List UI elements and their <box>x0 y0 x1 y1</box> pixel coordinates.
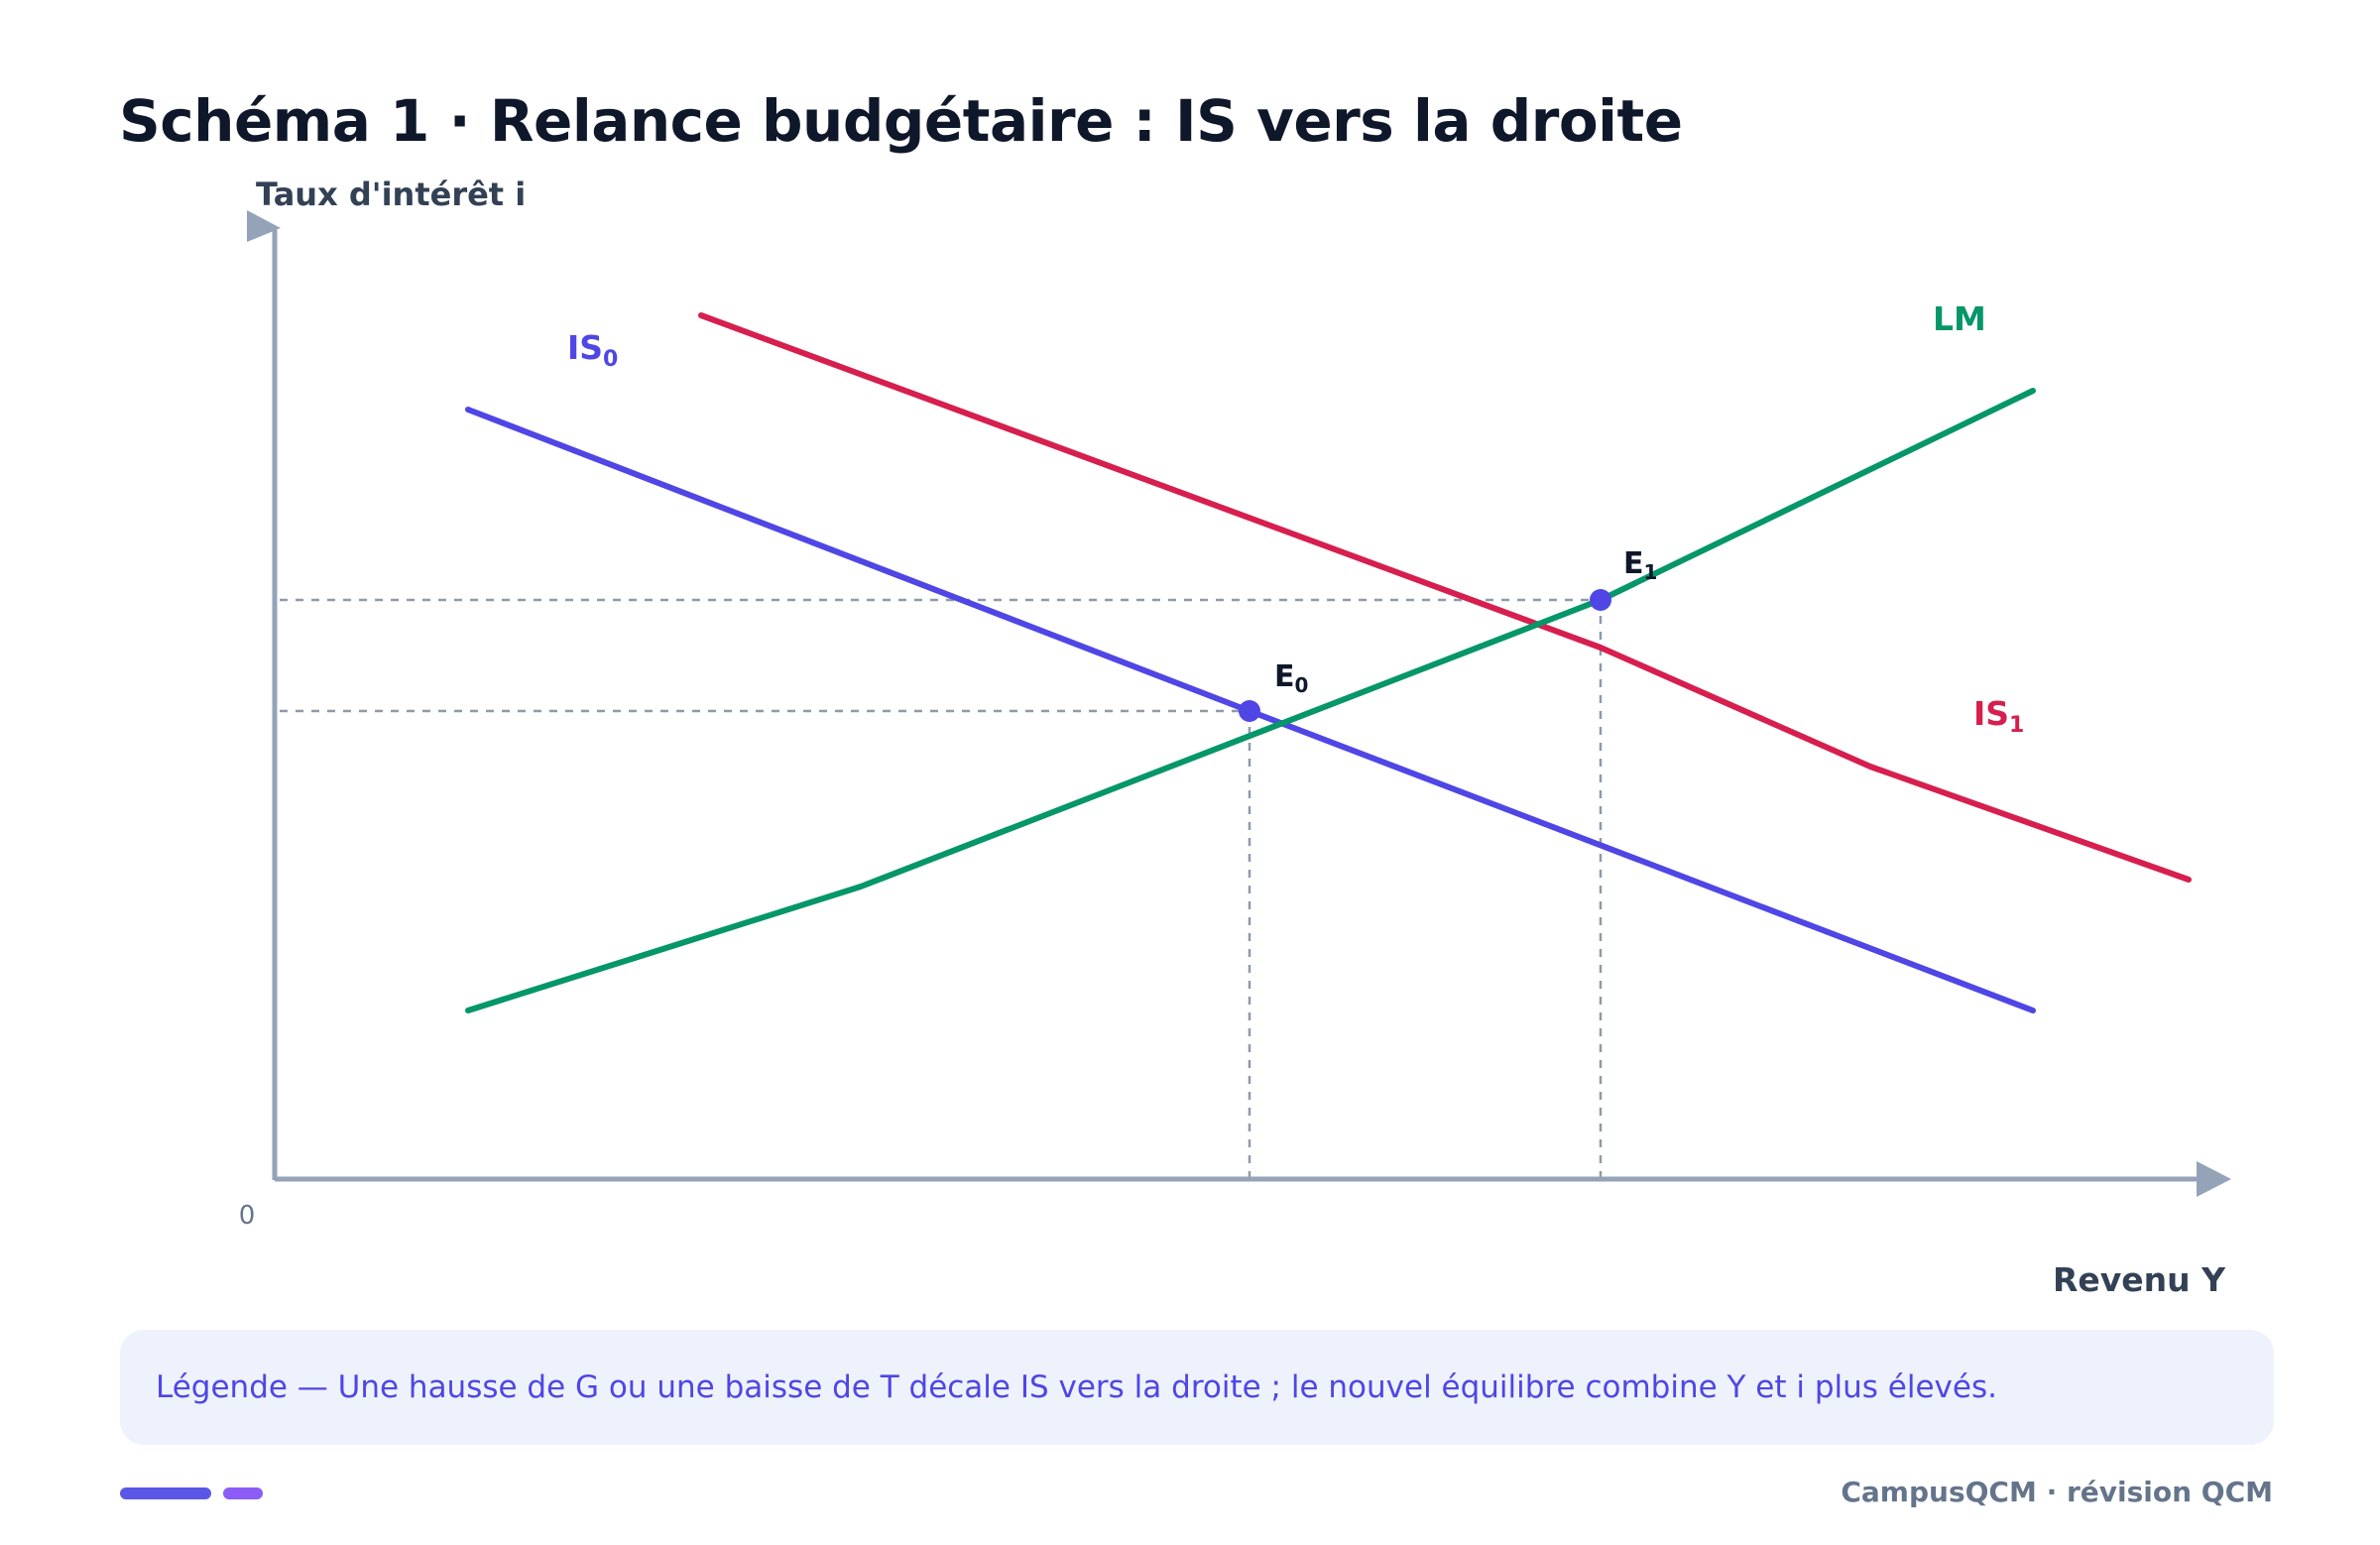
axes: Taux d'intérêt i Revenu Y 0 <box>239 176 2231 1299</box>
equilibrium-point-e1 <box>1590 589 1611 611</box>
is1-label-name: IS <box>1973 694 2009 733</box>
e1-label-name: E <box>1623 546 1644 581</box>
is0-label: IS0 <box>567 328 618 372</box>
decorative-pill-secondary <box>223 1487 263 1499</box>
decorative-pill-primary <box>120 1487 211 1499</box>
legend-box: Légende — Une hausse de G ou une baisse … <box>120 1330 2274 1445</box>
lm-curve <box>465 388 2036 1013</box>
equilibrium-point-e0 <box>1239 700 1260 722</box>
e0-label: E0 <box>1274 659 1308 697</box>
is1-curve <box>698 312 2192 883</box>
x-axis-label: Revenu Y <box>2053 1260 2226 1299</box>
y-axis-label: Taux d'intérêt i <box>256 176 526 213</box>
page-title: Schéma 1 · Relance budgétaire : IS vers … <box>119 87 1683 155</box>
origin-label: 0 <box>239 1201 256 1231</box>
is1-label: IS1 <box>1973 694 2024 738</box>
is0-label-name: IS <box>567 328 603 367</box>
x-axis-arrow <box>2197 1161 2231 1197</box>
y-axis-arrow <box>247 210 281 242</box>
is0-label-subscript: 0 <box>603 347 618 372</box>
is1-label-subscript: 1 <box>2009 713 2024 738</box>
legend-text: Légende — Une hausse de G ou une baisse … <box>156 1369 1997 1405</box>
e0-label-subscript: 0 <box>1295 673 1309 697</box>
lm-label: LM <box>1933 299 1986 338</box>
e0-label-name: E <box>1274 659 1295 694</box>
footer-brand: CampusQCM · révision QCM <box>1841 1476 2273 1508</box>
e1-label: E1 <box>1623 546 1657 584</box>
guide-lines <box>280 598 1603 1180</box>
e1-label-subscript: 1 <box>1644 560 1658 584</box>
